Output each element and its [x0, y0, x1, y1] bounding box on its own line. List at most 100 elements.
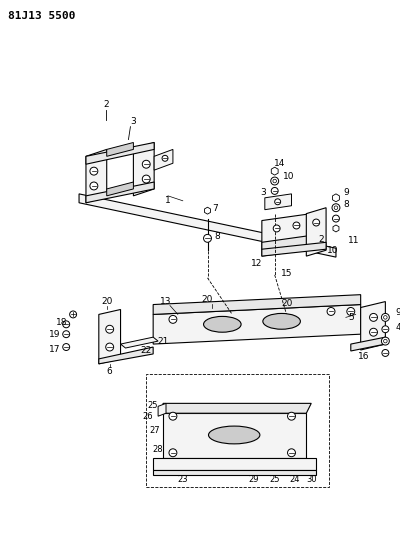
- Circle shape: [384, 340, 387, 343]
- Polygon shape: [265, 194, 292, 209]
- Text: 26: 26: [142, 411, 153, 421]
- Polygon shape: [163, 403, 311, 413]
- Text: 3: 3: [130, 117, 136, 126]
- Polygon shape: [79, 194, 336, 257]
- Text: 20: 20: [281, 299, 292, 308]
- Text: 3: 3: [260, 188, 266, 197]
- Text: 8: 8: [343, 200, 349, 209]
- Polygon shape: [163, 413, 306, 458]
- Polygon shape: [107, 182, 133, 196]
- Circle shape: [169, 316, 177, 324]
- Circle shape: [334, 206, 338, 209]
- Circle shape: [370, 328, 378, 336]
- Polygon shape: [158, 403, 166, 416]
- Circle shape: [142, 175, 150, 183]
- Polygon shape: [86, 149, 107, 203]
- Circle shape: [332, 215, 340, 222]
- Circle shape: [142, 160, 150, 168]
- Circle shape: [106, 343, 114, 351]
- Ellipse shape: [204, 317, 241, 332]
- Text: 22: 22: [141, 346, 152, 356]
- Text: 17: 17: [48, 344, 60, 353]
- Circle shape: [382, 337, 389, 345]
- Polygon shape: [262, 243, 326, 256]
- Circle shape: [347, 308, 355, 316]
- Circle shape: [271, 188, 278, 195]
- Polygon shape: [86, 182, 154, 203]
- Circle shape: [332, 204, 340, 212]
- Polygon shape: [133, 142, 154, 196]
- Circle shape: [90, 167, 98, 175]
- Circle shape: [169, 412, 177, 420]
- Text: 9: 9: [343, 188, 349, 197]
- Text: 10: 10: [327, 246, 339, 255]
- Polygon shape: [204, 207, 210, 214]
- Circle shape: [204, 235, 212, 243]
- Text: 13: 13: [160, 297, 172, 306]
- Circle shape: [63, 344, 70, 351]
- Text: 10: 10: [283, 172, 294, 181]
- Text: 15: 15: [281, 269, 292, 278]
- Polygon shape: [154, 149, 173, 170]
- Text: 9: 9: [395, 308, 400, 317]
- Circle shape: [169, 449, 177, 457]
- Polygon shape: [333, 225, 339, 232]
- Circle shape: [313, 219, 320, 226]
- Text: 21: 21: [157, 337, 169, 345]
- Polygon shape: [153, 304, 361, 344]
- Circle shape: [382, 313, 389, 321]
- Text: 28: 28: [152, 445, 163, 454]
- Text: 2: 2: [103, 100, 108, 109]
- Text: 4: 4: [395, 323, 400, 332]
- Text: 23: 23: [178, 475, 188, 484]
- Text: 14: 14: [274, 159, 285, 168]
- Text: 19: 19: [48, 330, 60, 338]
- Polygon shape: [361, 302, 385, 350]
- Polygon shape: [271, 167, 278, 175]
- Ellipse shape: [263, 313, 300, 329]
- Text: 24: 24: [289, 475, 300, 484]
- Text: 18: 18: [56, 318, 67, 327]
- Text: 2: 2: [318, 235, 324, 244]
- Text: 27: 27: [150, 425, 160, 434]
- Text: 1: 1: [165, 196, 171, 205]
- Text: 6: 6: [107, 367, 112, 376]
- Circle shape: [90, 182, 98, 190]
- Polygon shape: [153, 458, 316, 470]
- Text: 29: 29: [249, 475, 259, 484]
- Text: 12: 12: [251, 259, 263, 268]
- Circle shape: [162, 155, 168, 161]
- Polygon shape: [153, 470, 316, 475]
- Text: 11: 11: [348, 236, 360, 245]
- Circle shape: [293, 222, 300, 229]
- Polygon shape: [86, 142, 154, 164]
- Circle shape: [271, 177, 279, 185]
- Circle shape: [370, 313, 378, 321]
- Circle shape: [382, 326, 389, 333]
- Polygon shape: [351, 337, 385, 351]
- Text: 20: 20: [202, 295, 213, 304]
- Circle shape: [273, 225, 280, 232]
- Text: 5: 5: [348, 313, 354, 322]
- Circle shape: [288, 449, 296, 457]
- Circle shape: [382, 350, 389, 357]
- Polygon shape: [306, 208, 326, 256]
- Circle shape: [273, 179, 276, 183]
- Polygon shape: [262, 236, 311, 256]
- Polygon shape: [332, 194, 339, 202]
- Text: 20: 20: [101, 297, 112, 306]
- Text: 16: 16: [358, 352, 369, 361]
- Polygon shape: [107, 142, 133, 156]
- Circle shape: [288, 412, 296, 420]
- Text: 7: 7: [212, 204, 218, 213]
- Circle shape: [63, 321, 70, 328]
- Circle shape: [106, 325, 114, 333]
- Polygon shape: [153, 295, 361, 314]
- Circle shape: [70, 311, 76, 318]
- Ellipse shape: [208, 426, 260, 444]
- Polygon shape: [120, 337, 158, 348]
- Text: 30: 30: [306, 475, 316, 484]
- Polygon shape: [262, 214, 311, 249]
- Polygon shape: [99, 347, 153, 364]
- FancyBboxPatch shape: [146, 374, 329, 487]
